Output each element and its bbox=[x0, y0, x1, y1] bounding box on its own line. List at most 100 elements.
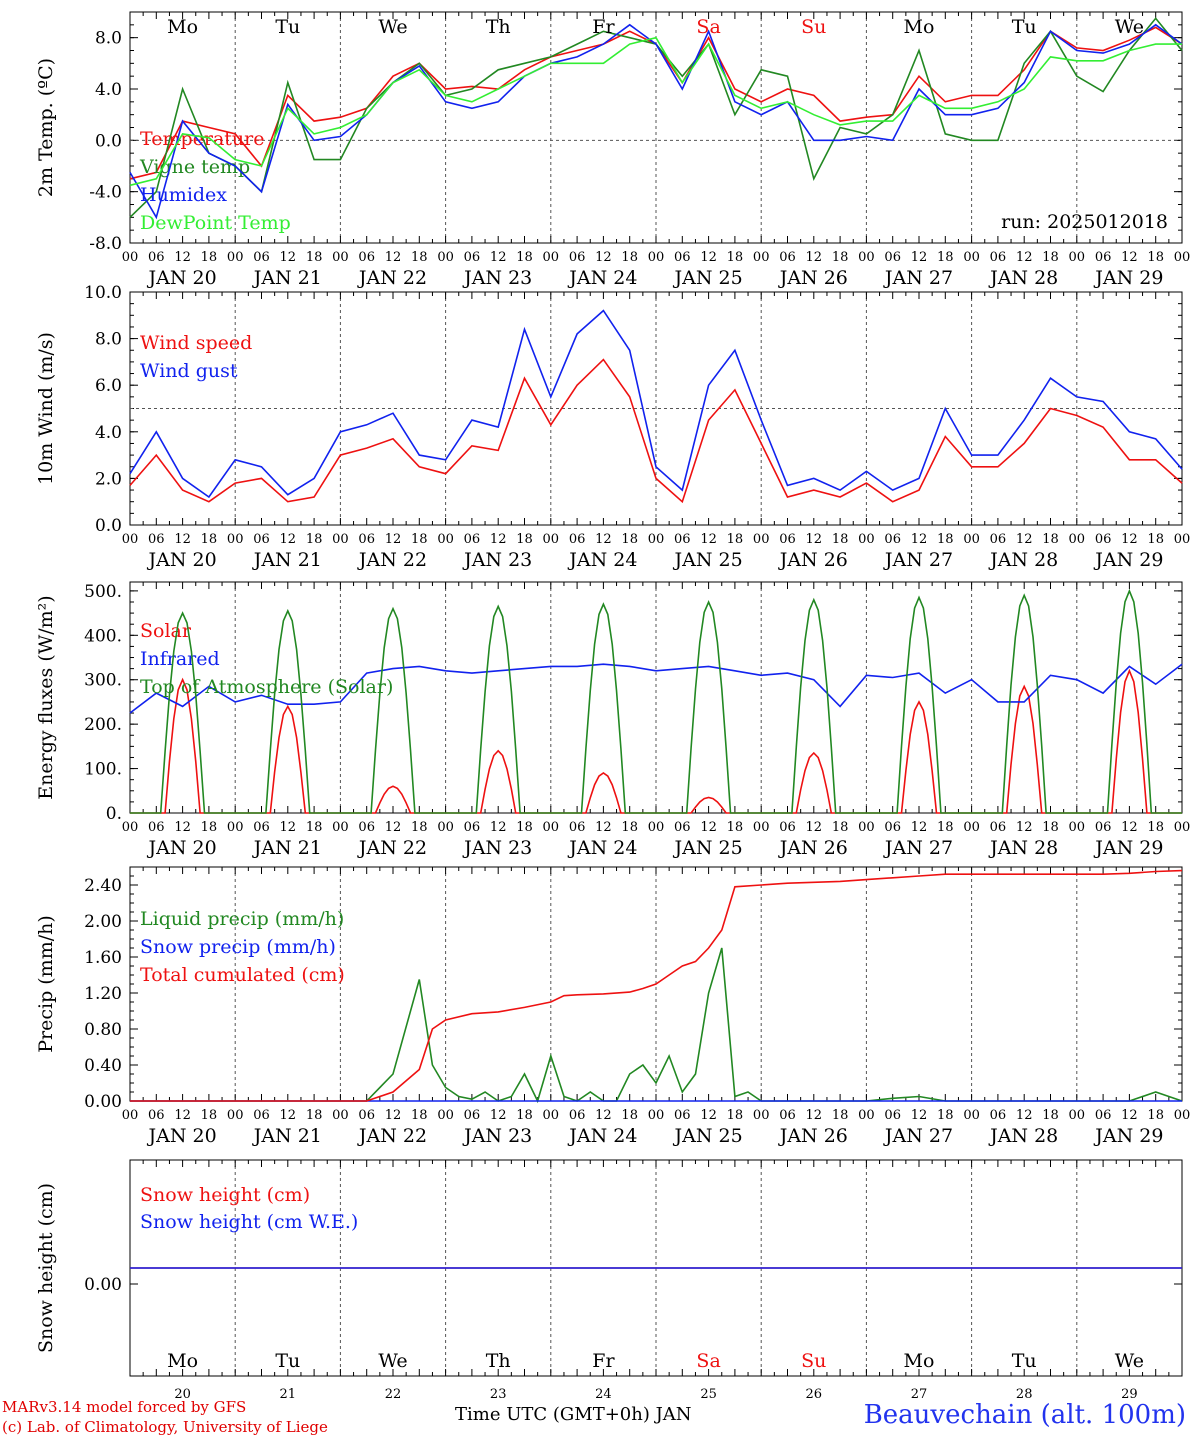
hour-tick-label: 00 bbox=[963, 250, 980, 265]
hour-tick-label: 06 bbox=[779, 1108, 796, 1123]
hour-tick-label: 12 bbox=[1121, 250, 1138, 265]
date-label: JAN 29 bbox=[1093, 837, 1163, 859]
hour-tick-label: 06 bbox=[358, 250, 375, 265]
hour-tick-label: 18 bbox=[621, 250, 638, 265]
hour-tick-label: 18 bbox=[1042, 250, 1059, 265]
hour-tick-label: 12 bbox=[806, 820, 823, 835]
y-tick-label: 100. bbox=[84, 760, 122, 780]
y-tick-label: 0.40 bbox=[84, 1056, 122, 1076]
weekday-label: We bbox=[378, 16, 407, 38]
date-label: JAN 21 bbox=[252, 267, 322, 289]
date-label: JAN 23 bbox=[462, 267, 532, 289]
weekday-label: Tu bbox=[275, 1350, 300, 1372]
date-label: JAN 25 bbox=[673, 549, 743, 571]
date-label: JAN 23 bbox=[462, 837, 532, 859]
date-label: JAN 25 bbox=[673, 1125, 743, 1147]
weekday-label: Su bbox=[801, 1350, 826, 1372]
legend-entry: Wind speed bbox=[140, 332, 252, 354]
hour-tick-label: 00 bbox=[753, 532, 770, 547]
hour-tick-label: 00 bbox=[648, 250, 665, 265]
hour-tick-label: 06 bbox=[148, 250, 165, 265]
weekday-label: Tu bbox=[275, 16, 300, 38]
y-tick-label: 0.00 bbox=[84, 1275, 122, 1295]
date-label: JAN 24 bbox=[567, 837, 637, 859]
station-name: Beauvechain (alt. 100m) bbox=[863, 1400, 1186, 1430]
date-label: JAN 23 bbox=[462, 549, 532, 571]
hour-tick-label: 00 bbox=[227, 250, 244, 265]
hour-tick-label: 12 bbox=[1121, 1108, 1138, 1123]
legend-entry: Solar bbox=[140, 620, 192, 642]
hour-tick-label: 00 bbox=[753, 250, 770, 265]
y-tick-label: -8.0 bbox=[89, 234, 122, 254]
legend-entry: Humidex bbox=[140, 184, 227, 206]
y-tick-label: 2.00 bbox=[84, 912, 122, 932]
date-label: JAN 21 bbox=[252, 549, 322, 571]
day-number-label: 21 bbox=[280, 1387, 297, 1400]
y-tick-label: 0.80 bbox=[84, 1020, 122, 1040]
weekday-label: Su bbox=[801, 16, 826, 38]
date-label: JAN 27 bbox=[883, 837, 953, 859]
legend-entry: Snow height (cm W.E.) bbox=[140, 1211, 358, 1233]
hour-tick-label: 00 bbox=[332, 532, 349, 547]
y-tick-label: 4.0 bbox=[95, 423, 122, 443]
hour-tick-label: 06 bbox=[990, 250, 1007, 265]
hour-tick-label: 06 bbox=[148, 820, 165, 835]
day-number-label: 22 bbox=[385, 1387, 402, 1400]
hour-tick-label: 18 bbox=[1147, 1108, 1164, 1123]
hour-tick-label: 06 bbox=[253, 532, 270, 547]
y-axis-label: Precip (mm/h) bbox=[35, 915, 57, 1053]
hour-tick-label: 18 bbox=[937, 532, 954, 547]
hour-tick-label: 18 bbox=[832, 532, 849, 547]
date-label: JAN 22 bbox=[357, 837, 427, 859]
date-label: JAN 28 bbox=[988, 549, 1058, 571]
date-label: JAN 22 bbox=[357, 267, 427, 289]
date-label: JAN 26 bbox=[778, 267, 848, 289]
hour-tick-label: 06 bbox=[884, 820, 901, 835]
hour-tick-label: 12 bbox=[280, 250, 297, 265]
weekday-label: Tu bbox=[1012, 1350, 1037, 1372]
hour-tick-label: 18 bbox=[201, 1108, 218, 1123]
hour-tick-label: 18 bbox=[306, 250, 323, 265]
date-label: JAN 20 bbox=[147, 267, 217, 289]
hour-tick-label: 00 bbox=[227, 532, 244, 547]
date-label: JAN 27 bbox=[883, 267, 953, 289]
hour-tick-label: 18 bbox=[201, 820, 218, 835]
hour-tick-label: 06 bbox=[569, 820, 586, 835]
hour-tick-label: 00 bbox=[437, 820, 454, 835]
hour-tick-label: 12 bbox=[911, 250, 928, 265]
hour-tick-label: 12 bbox=[174, 532, 191, 547]
hour-tick-label: 18 bbox=[621, 532, 638, 547]
hour-tick-label: 06 bbox=[569, 532, 586, 547]
hour-tick-label: 12 bbox=[385, 532, 402, 547]
date-label: JAN 21 bbox=[252, 837, 322, 859]
hour-tick-label: 06 bbox=[884, 532, 901, 547]
hour-tick-label: 00 bbox=[858, 1108, 875, 1123]
hour-tick-label: 00 bbox=[543, 250, 560, 265]
hour-tick-label: 12 bbox=[911, 1108, 928, 1123]
y-tick-label: 0.00 bbox=[84, 1092, 122, 1112]
y-tick-label: 400. bbox=[84, 626, 122, 646]
hour-tick-label: 12 bbox=[490, 532, 507, 547]
weekday-label: Tu bbox=[1012, 16, 1037, 38]
date-label: JAN 27 bbox=[883, 1125, 953, 1147]
hour-tick-label: 00 bbox=[1069, 250, 1086, 265]
hour-tick-label: 18 bbox=[1147, 250, 1164, 265]
date-label: JAN 25 bbox=[673, 837, 743, 859]
hour-tick-label: 00 bbox=[332, 250, 349, 265]
hour-tick-label: 18 bbox=[306, 820, 323, 835]
hour-tick-label: 00 bbox=[963, 1108, 980, 1123]
date-label: JAN 26 bbox=[778, 549, 848, 571]
hour-tick-label: 12 bbox=[595, 820, 612, 835]
hour-tick-label: 00 bbox=[227, 820, 244, 835]
y-tick-label: 8.0 bbox=[95, 29, 122, 49]
hour-tick-label: 06 bbox=[569, 250, 586, 265]
y-tick-label: 2.40 bbox=[84, 876, 122, 896]
y-tick-label: 1.20 bbox=[84, 984, 122, 1004]
hour-tick-label: 06 bbox=[358, 820, 375, 835]
date-label: JAN 29 bbox=[1093, 267, 1163, 289]
y-tick-label: 300. bbox=[84, 671, 122, 691]
hour-tick-label: 12 bbox=[595, 250, 612, 265]
y-tick-label: 0.0 bbox=[95, 516, 122, 536]
hour-tick-label: 12 bbox=[911, 532, 928, 547]
date-label: JAN 24 bbox=[567, 267, 637, 289]
